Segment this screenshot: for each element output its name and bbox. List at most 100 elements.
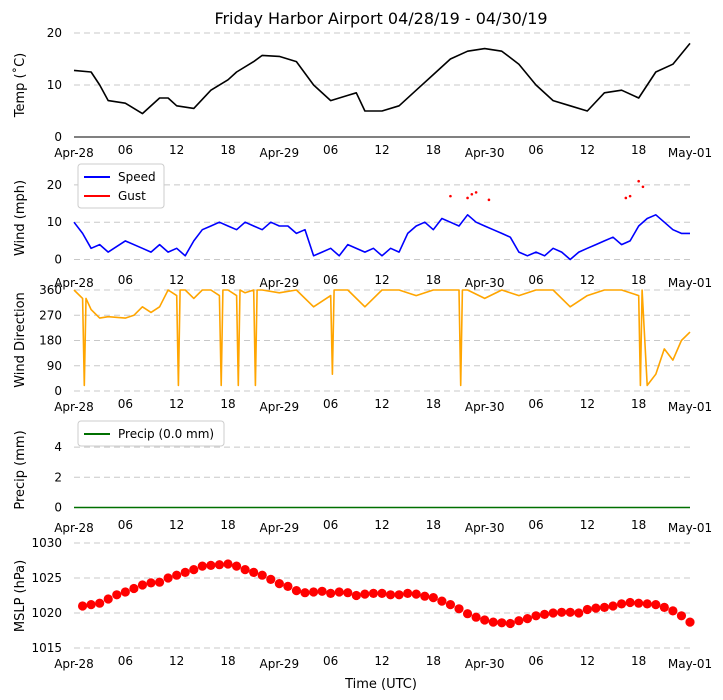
mslp-point [488, 617, 498, 627]
mslp-point [497, 618, 507, 628]
x-tick-label: 18 [426, 273, 441, 287]
x-tick-label: 12 [374, 143, 389, 157]
x-tick-label: Apr-30 [465, 276, 505, 290]
mslp-point [591, 603, 601, 613]
gust-point [637, 179, 640, 183]
mslp-point [257, 570, 267, 580]
gust-point [487, 198, 491, 202]
x-tick-label: 18 [426, 397, 441, 411]
mslp-point [360, 589, 370, 599]
mslp-point [120, 587, 130, 597]
gust-point [624, 196, 628, 200]
mslp-point [103, 594, 113, 604]
x-tick-label: 06 [528, 654, 543, 668]
x-tick-label: 06 [528, 273, 543, 287]
mslp-point [300, 588, 310, 598]
gust-point [466, 196, 469, 200]
x-tick-label: 18 [220, 397, 235, 411]
mslp-point [668, 606, 678, 616]
mslp-point [129, 583, 139, 594]
x-axis-label: Time (UTC) [344, 677, 417, 692]
mslp-point [394, 590, 404, 600]
x-tick-label: Apr-28 [54, 521, 94, 535]
panel-wind: 0 10 20 Apr-28 06 12 18 Apr-29 06 12 18 Apr-30 06 12 1… [13, 163, 712, 290]
x-tick-label: 12 [374, 518, 389, 532]
mslp-point [548, 608, 558, 618]
mslp-point [385, 590, 396, 600]
x-tick-label: Apr-29 [260, 400, 300, 414]
x-tick-label: Apr-28 [54, 400, 94, 414]
y-tick-label: 1015 [31, 641, 62, 655]
y-tick-label: 90 [47, 359, 62, 373]
mslp-point [685, 617, 695, 627]
chart-title: Friday Harbor Airport 04/28/19 - 04/30/1… [214, 9, 547, 28]
mslp-point [189, 565, 199, 575]
x-tick-label: 12 [580, 397, 595, 411]
y-tick-label: 4 [54, 440, 62, 454]
x-tick-label: Apr-30 [465, 657, 505, 671]
legend: Speed Gust [77, 163, 165, 209]
y-tick-label: 0 [54, 500, 62, 514]
mslp-point [608, 601, 618, 611]
legend-label: Speed [118, 170, 156, 184]
x-tick-label: 12 [169, 143, 184, 157]
mslp-point [531, 611, 541, 621]
mslp-point [454, 604, 464, 614]
y-tick-label: 2 [54, 470, 62, 484]
mslp-point [214, 560, 225, 570]
x-tick-label: May-01 [668, 521, 712, 535]
panel-wind_direction: 0 90 180 270 360 Apr-28 06 12 18 Apr-29 06 12 18 Apr-… [13, 283, 712, 414]
mslp-point [197, 561, 207, 571]
mslp-point [86, 600, 96, 610]
x-tick-label: 18 [220, 143, 235, 157]
legend-box [77, 420, 225, 447]
mslp-point [574, 608, 584, 618]
x-tick-label: 06 [323, 273, 338, 287]
y-tick-label: 20 [47, 26, 62, 40]
x-tick-label: 18 [426, 654, 441, 668]
y-tick-label: 10 [47, 215, 62, 229]
x-tick-label: 18 [220, 518, 235, 532]
y-axis-label: Temp (˚C) [12, 53, 28, 119]
series-line-speed [73, 214, 690, 261]
x-tick-label: 06 [118, 143, 133, 157]
mslp-point [274, 579, 284, 589]
legend-label: Precip (0.0 mm) [118, 427, 214, 441]
gust-point [470, 192, 474, 196]
x-tick-label: 18 [631, 397, 646, 411]
mslp-point [411, 589, 421, 599]
mslp-point [231, 561, 242, 571]
y-tick-label: 1025 [31, 571, 62, 585]
mslp-point [180, 567, 190, 578]
x-tick-label: Apr-29 [260, 146, 300, 160]
x-tick-label: 18 [631, 518, 646, 532]
x-tick-label: 12 [580, 143, 595, 157]
mslp-point [480, 615, 490, 625]
mslp-point [223, 559, 233, 569]
x-tick-label: 18 [631, 143, 646, 157]
x-tick-label: 12 [580, 518, 595, 532]
mslp-point [154, 577, 165, 587]
x-tick-label: 06 [323, 143, 338, 157]
mslp-point [471, 612, 481, 622]
mslp-point [112, 590, 122, 600]
y-tick-label: 180 [39, 334, 62, 348]
x-tick-label: 12 [169, 654, 184, 668]
x-tick-label: May-01 [668, 657, 712, 671]
y-tick-label: 10 [47, 78, 62, 92]
mslp-point [428, 593, 438, 603]
x-tick-label: 12 [374, 654, 389, 668]
mslp-point [420, 591, 430, 601]
x-tick-label: May-01 [668, 146, 712, 160]
x-tick-label: 06 [323, 397, 338, 411]
x-tick-label: Apr-29 [260, 276, 300, 290]
mslp-point [308, 587, 319, 597]
y-tick-label: 270 [39, 308, 62, 322]
y-tick-label: 1030 [31, 536, 62, 550]
mslp-point [539, 609, 550, 620]
mslp-point [599, 602, 610, 613]
y-tick-label: 20 [47, 178, 62, 192]
x-tick-label: 18 [426, 143, 441, 157]
mslp-point [582, 604, 592, 615]
mslp-point [514, 616, 524, 626]
